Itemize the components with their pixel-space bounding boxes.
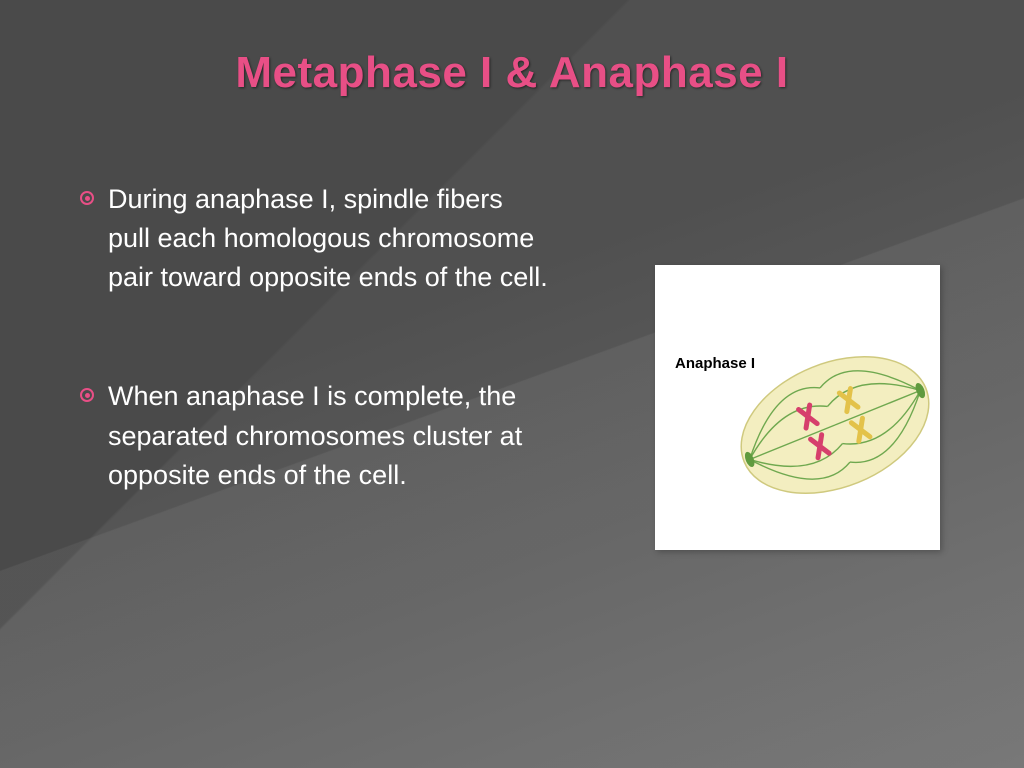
- bullet-marker-icon: [80, 191, 94, 205]
- bullet-list: During anaphase I, spindle fibers pull e…: [80, 180, 550, 495]
- slide-title: Metaphase I & Anaphase I: [0, 48, 1024, 98]
- cell-diagram: [716, 323, 954, 528]
- bullet-marker-icon: [80, 388, 94, 402]
- figure-label: Anaphase I: [675, 355, 755, 372]
- bullet-item: During anaphase I, spindle fibers pull e…: [80, 180, 550, 297]
- bullet-item: When anaphase I is complete, the separat…: [80, 377, 550, 494]
- slide: Metaphase I & Anaphase I During anaphase…: [0, 0, 1024, 768]
- bullet-text: When anaphase I is complete, the separat…: [108, 377, 550, 494]
- anaphase-figure: Anaphase I: [655, 265, 940, 550]
- bullet-text: During anaphase I, spindle fibers pull e…: [108, 180, 550, 297]
